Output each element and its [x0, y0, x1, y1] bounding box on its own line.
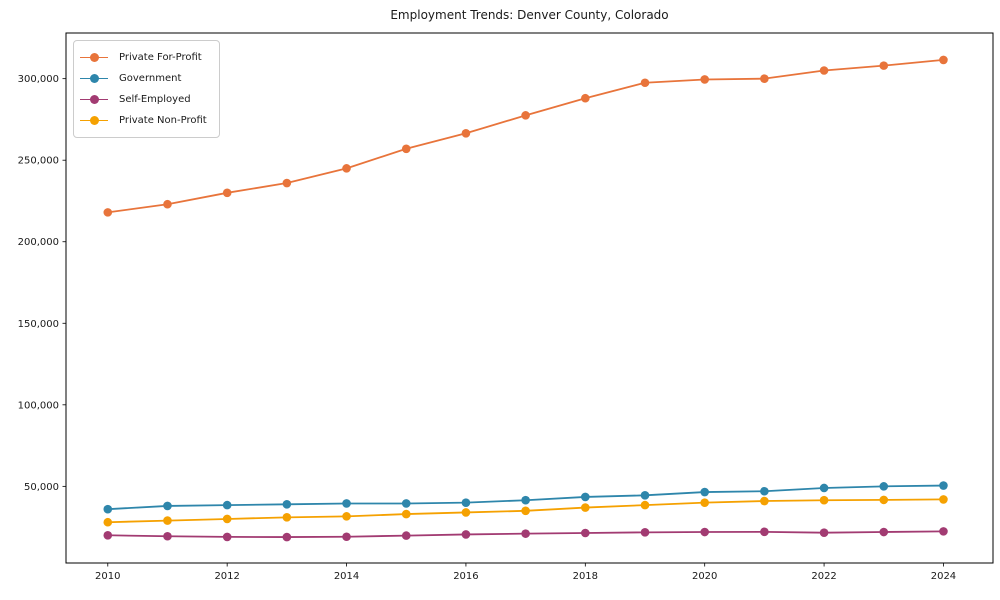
data-point-self-employed-2013 [282, 532, 292, 542]
legend-item-self-employed: Self-Employed [80, 89, 207, 110]
data-point-private-for-profit-2019 [640, 78, 650, 88]
legend-item-private-for-profit: Private For-Profit [80, 47, 207, 68]
data-point-self-employed-2022 [819, 528, 829, 537]
series-line-private-for-profit [107, 59, 944, 214]
data-point-private-non-profit-2015 [401, 509, 411, 519]
data-point-private-non-profit-2019 [640, 500, 650, 510]
data-point-government-2018 [581, 492, 590, 502]
data-point-government-2022 [819, 483, 829, 493]
data-point-private-non-profit-2024 [939, 495, 948, 504]
x-axis-tick-label: 2010 [95, 571, 120, 582]
data-point-government-2023 [879, 482, 889, 491]
x-axis: 2010 2012 2014 2016 2018 2020 2022 2024 [95, 563, 956, 582]
data-point-private-for-profit-2022 [819, 66, 829, 75]
data-point-self-employed-2017 [521, 529, 530, 538]
data-point-government-2019 [640, 491, 650, 500]
data-point-self-employed-2019 [640, 528, 650, 537]
y-axis-tick-label: 250,000 [18, 156, 59, 167]
legend-marker-icon [80, 74, 108, 83]
data-point-government-2021 [760, 486, 769, 496]
data-point-private-for-profit-2015 [401, 144, 411, 154]
data-point-self-employed-2015 [401, 531, 411, 540]
data-point-private-non-profit-2017 [521, 506, 530, 516]
legend-label: Private For-Profit [119, 52, 202, 63]
data-point-self-employed-2020 [700, 527, 709, 537]
data-point-government-2015 [401, 499, 411, 508]
y-axis-tick-label: 100,000 [18, 400, 59, 411]
data-point-self-employed-2021 [760, 527, 769, 537]
data-point-private-for-profit-2010 [103, 208, 113, 217]
data-point-private-non-profit-2011 [163, 516, 172, 525]
data-point-private-for-profit-2018 [581, 93, 590, 103]
data-point-private-for-profit-2013 [282, 178, 292, 188]
chart-title: Employment Trends: Denver County, Colora… [390, 8, 669, 22]
legend-label: Government [119, 73, 182, 84]
data-point-private-for-profit-2011 [163, 199, 172, 209]
data-point-private-non-profit-2012 [222, 514, 232, 524]
y-axis: 50,000 100,000 150,000 200,000 250,000 300,00… [18, 74, 66, 493]
y-axis-tick-label: 150,000 [18, 319, 59, 330]
legend-marker-icon [80, 95, 108, 104]
data-point-self-employed-2024 [939, 527, 948, 536]
data-point-government-2013 [282, 499, 292, 509]
data-point-private-non-profit-2020 [700, 498, 709, 507]
data-point-private-for-profit-2021 [760, 74, 769, 83]
x-axis-tick-label: 2014 [334, 571, 359, 582]
y-axis-tick-label: 50,000 [24, 482, 59, 493]
data-point-self-employed-2016 [461, 530, 471, 539]
x-axis-tick-label: 2018 [573, 571, 598, 582]
data-point-private-non-profit-2014 [342, 512, 351, 521]
series-government [103, 481, 948, 514]
data-point-government-2012 [222, 500, 232, 510]
data-point-private-non-profit-2021 [760, 496, 769, 506]
data-point-self-employed-2014 [342, 532, 351, 542]
data-point-private-non-profit-2022 [819, 495, 829, 505]
data-point-private-for-profit-2017 [521, 111, 530, 120]
data-point-government-2011 [163, 501, 172, 511]
data-point-private-for-profit-2016 [461, 128, 471, 138]
data-point-private-non-profit-2016 [461, 508, 471, 517]
chart-legend: Private For-Profit Government Self-Employe… [73, 40, 220, 138]
data-point-private-non-profit-2010 [103, 517, 113, 527]
data-point-self-employed-2018 [581, 528, 590, 538]
data-point-government-2024 [939, 481, 948, 490]
x-axis-tick-label: 2012 [214, 571, 239, 582]
legend-marker-icon [80, 53, 108, 62]
data-point-private-for-profit-2020 [700, 75, 709, 84]
legend-marker-icon [80, 116, 108, 125]
data-point-private-for-profit-2012 [222, 188, 232, 198]
series-private-non-profit [103, 495, 948, 527]
data-point-private-non-profit-2023 [879, 495, 889, 505]
data-point-self-employed-2011 [163, 531, 172, 541]
data-point-private-for-profit-2023 [879, 61, 889, 70]
data-point-government-2017 [521, 495, 530, 505]
data-point-government-2010 [103, 504, 113, 514]
data-point-private-non-profit-2018 [581, 503, 590, 512]
y-axis-tick-label: 300,000 [18, 74, 59, 85]
data-point-government-2016 [461, 498, 471, 507]
plot-frame [65, 32, 994, 564]
x-axis-tick-label: 2020 [692, 571, 717, 582]
data-point-government-2014 [342, 499, 351, 508]
legend-label: Private Non-Profit [119, 115, 207, 126]
x-axis-tick-label: 2024 [931, 571, 956, 582]
legend-item-private-non-profit: Private Non-Profit [80, 110, 207, 131]
series-self-employed [103, 527, 948, 542]
legend-item-government: Government [80, 68, 207, 89]
data-point-self-employed-2012 [222, 532, 232, 542]
data-point-government-2020 [700, 487, 709, 497]
legend-label: Self-Employed [119, 94, 191, 105]
x-axis-tick-label: 2016 [453, 571, 478, 582]
data-point-private-for-profit-2024 [939, 55, 948, 65]
y-axis-tick-label: 200,000 [18, 237, 59, 248]
x-axis-tick-label: 2022 [811, 571, 836, 582]
data-point-private-for-profit-2014 [342, 164, 351, 173]
series-private-for-profit [103, 55, 948, 217]
data-point-self-employed-2023 [879, 527, 889, 537]
data-point-self-employed-2010 [103, 530, 113, 540]
data-point-private-non-profit-2013 [282, 513, 292, 522]
